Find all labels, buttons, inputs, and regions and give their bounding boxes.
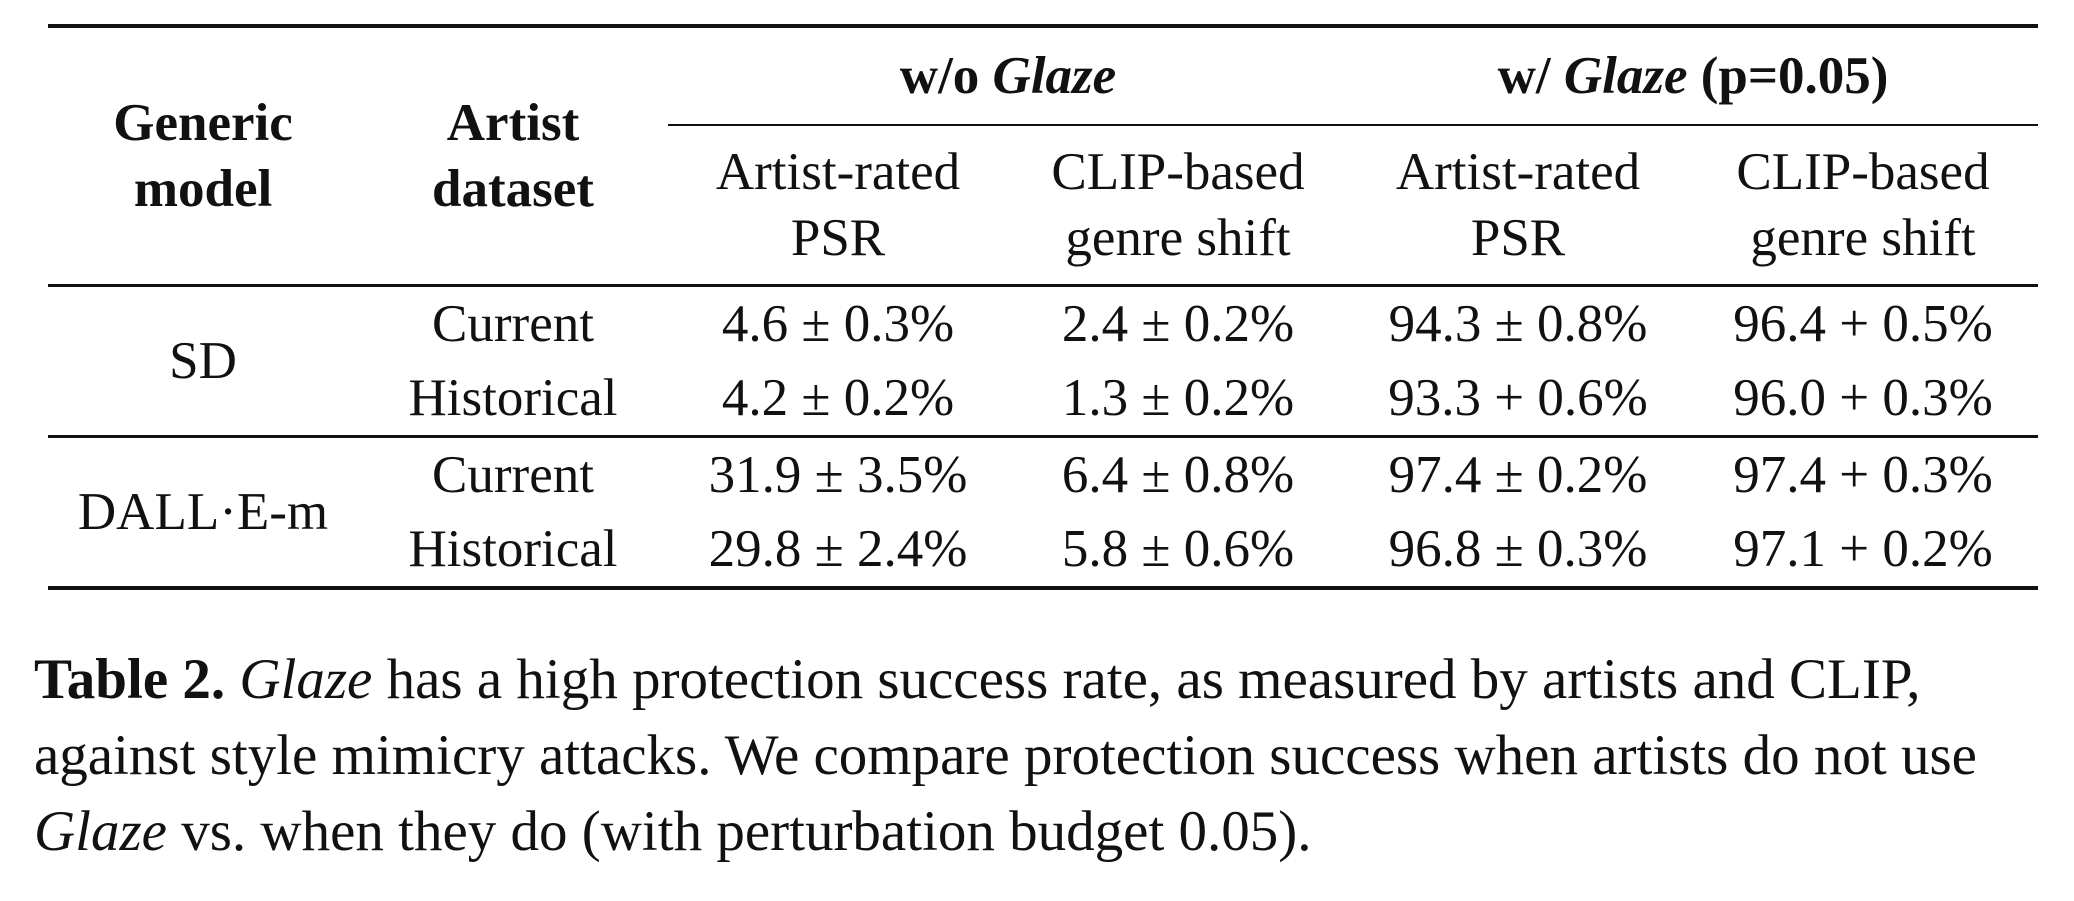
header-metric-2: CLIP-based genre shift <box>1008 125 1348 286</box>
value-cell: 96.0 + 0.3% <box>1733 369 1993 427</box>
value-cell: 96.8 ± 0.3% <box>1388 520 1648 578</box>
value-cell: 4.2 ± 0.2% <box>721 369 955 427</box>
header-generic-model-line1: Generic <box>113 94 293 152</box>
value-cell: 5.8 ± 0.6% <box>1061 520 1295 578</box>
group-with-emph: Glaze <box>1563 47 1688 105</box>
header-metric-3: Artist-rated PSR <box>1348 125 1688 286</box>
dataset-cell: Historical <box>408 369 618 427</box>
group-with-prefix: w/ <box>1497 47 1564 105</box>
header-artist-dataset-line2: dataset <box>432 160 594 218</box>
value-cell: 6.4 ± 0.8% <box>1061 446 1295 504</box>
header-artist-dataset: Artist dataset <box>358 26 668 286</box>
header-group-with-glaze: w/ Glaze (p=0.05) <box>1348 26 2039 126</box>
table-caption: Table 2. Glaze has a high protection suc… <box>34 642 2044 870</box>
header-metric-1-line1: Artist-rated <box>715 143 961 201</box>
header-generic-model: Generic model <box>48 26 358 286</box>
model-name-cell: DALL·E-m <box>48 436 358 590</box>
group-without-emph: Glaze <box>992 47 1117 105</box>
table-header: Generic model Artist dataset w/o Glaze w… <box>48 26 2039 286</box>
caption-text-1: has a high protection success rate, as m… <box>34 648 1977 787</box>
value-cell: 93.3 + 0.6% <box>1388 369 1648 427</box>
value-cell: 2.4 ± 0.2% <box>1061 295 1295 353</box>
header-metric-4-line2: genre shift <box>1750 209 1976 267</box>
table-body: SD Current 4.6 ± 0.3% 2.4 ± 0.2% 94.3 ± … <box>48 285 2039 590</box>
header-metric-4: CLIP-based genre shift <box>1688 125 2038 286</box>
table-row: Historical 4.2 ± 0.2% 1.3 ± 0.2% 93.3 + … <box>48 361 2038 437</box>
model-name-cell: SD <box>169 332 237 390</box>
value-cell: 4.6 ± 0.3% <box>721 295 955 353</box>
value-cell: 94.3 ± 0.8% <box>1388 295 1648 353</box>
value-cell: 97.4 ± 0.2% <box>1388 446 1648 504</box>
results-table: Generic model Artist dataset w/o Glaze w… <box>48 24 2039 590</box>
header-metric-2-line2: genre shift <box>1065 209 1291 267</box>
caption-emph-1: Glaze <box>239 648 373 711</box>
table-row: SD Current 4.6 ± 0.3% 2.4 ± 0.2% 94.3 ± … <box>48 285 2039 390</box>
value-cell: 97.4 + 0.3% <box>1733 446 1993 504</box>
caption-emph-2: Glaze <box>34 800 167 863</box>
header-metric-1-line2: PSR <box>790 209 886 267</box>
value-cell: 31.9 ± 3.5% <box>708 446 968 504</box>
group-without-prefix: w/o <box>899 47 993 105</box>
header-metric-2-line1: CLIP-based <box>1051 143 1305 201</box>
dataset-cell: Current <box>432 446 594 504</box>
table-row: DALL·E-m Current 31.9 ± 3.5% 6.4 ± 0.8% … <box>48 436 2039 590</box>
header-group-without-glaze: w/o Glaze <box>668 26 1348 126</box>
value-cell: 29.8 ± 2.4% <box>708 520 968 578</box>
dataset-cell: Historical <box>408 520 618 578</box>
header-row-metrics: Artist-rated PSR CLIP-based genre shift … <box>48 125 2038 286</box>
header-artist-dataset-line1: Artist <box>446 94 580 152</box>
header-generic-model-line2: model <box>133 160 273 218</box>
value-cell: 1.3 ± 0.2% <box>1061 369 1295 427</box>
header-metric-3-line2: PSR <box>1470 209 1566 267</box>
value-cell: 96.4 + 0.5% <box>1733 295 1993 353</box>
dataset-cell: Current <box>432 295 594 353</box>
results-table-container: Generic model Artist dataset w/o Glaze w… <box>48 24 2039 590</box>
caption-text-2: vs. when they do (with perturbation budg… <box>166 800 1312 863</box>
value-cell: 97.1 + 0.2% <box>1733 520 1993 578</box>
caption-label: Table 2. <box>34 648 226 711</box>
header-metric-3-line1: Artist-rated <box>1395 143 1641 201</box>
group-with-suffix: (p=0.05) <box>1687 47 1889 105</box>
header-metric-4-line1: CLIP-based <box>1736 143 1990 201</box>
header-row-groups: Generic model Artist dataset w/o Glaze w… <box>48 26 2039 218</box>
header-metric-1: Artist-rated PSR <box>668 125 1008 286</box>
table-row: Historical 29.8 ± 2.4% 5.8 ± 0.6% 96.8 ±… <box>48 512 2039 588</box>
